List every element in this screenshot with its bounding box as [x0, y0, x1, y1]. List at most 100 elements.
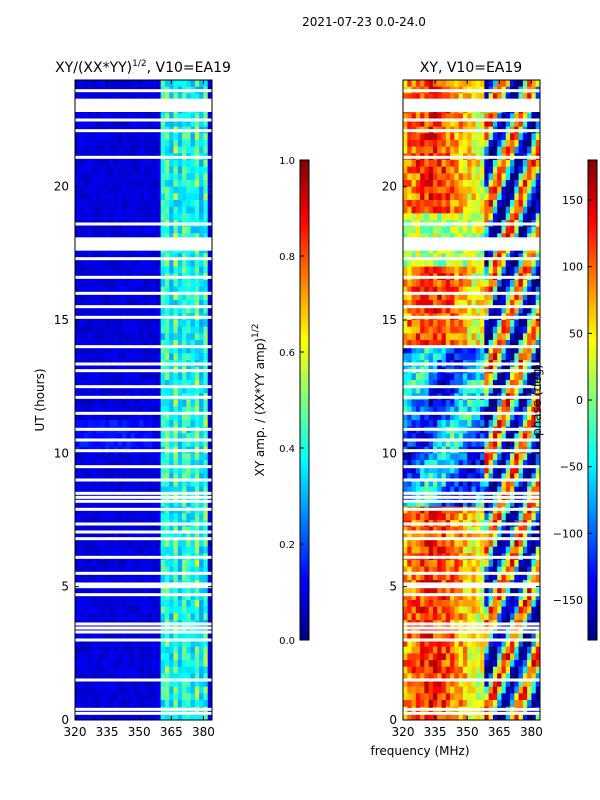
amplitude-cell [134, 666, 140, 674]
amplitude-cell [83, 480, 89, 487]
amplitude-cell [186, 400, 191, 407]
amplitude-cell [173, 420, 179, 427]
amplitude-cell [152, 206, 157, 214]
amplitude-cell [87, 260, 93, 267]
amplitude-cell [147, 700, 153, 707]
amplitude-cell [152, 593, 157, 601]
amplitude-cell [169, 173, 174, 181]
amplitude-cell [83, 166, 89, 174]
amplitude-cell [83, 646, 89, 654]
amplitude-cell [199, 213, 204, 221]
amplitude-cell [96, 173, 101, 181]
phase-cell [424, 186, 429, 194]
phase-cell [454, 286, 459, 294]
amplitude-cell [92, 680, 97, 687]
amplitude-cell [190, 386, 196, 394]
phase-cell [424, 333, 429, 341]
amplitude-cell [134, 333, 140, 341]
amplitude-cell [96, 700, 101, 707]
amplitude-cell [177, 440, 183, 447]
amplitude-cell [122, 586, 127, 594]
phase-cell [437, 113, 442, 121]
amplitude-cell [79, 213, 84, 221]
amplitude-cell [87, 560, 93, 567]
phase-cell [480, 353, 485, 361]
phase-cell [420, 193, 425, 201]
phase-cell [445, 420, 451, 427]
amplitude-cell [207, 253, 213, 261]
phase-cell [471, 206, 477, 214]
amplitude-cell [134, 526, 140, 534]
amplitude-cell [96, 560, 101, 567]
amplitude-cell [92, 513, 97, 521]
amplitude-cell [134, 200, 140, 207]
amplitude-cell [83, 146, 89, 154]
amplitude-cell [113, 280, 119, 287]
phase-cell [501, 400, 507, 407]
amplitude-cell [75, 386, 80, 394]
flagged-row [75, 369, 212, 373]
phase-cell [437, 186, 442, 194]
amplitude-cell [152, 373, 157, 381]
phase-cell [407, 133, 412, 141]
phase-cell [467, 146, 472, 154]
amplitude-cell [186, 253, 191, 261]
phase-cell [488, 233, 494, 241]
amplitude-cell [79, 600, 84, 607]
amplitude-cell [156, 140, 161, 147]
amplitude-cell [83, 353, 89, 361]
amplitude-cell [182, 293, 187, 301]
amplitude-cell [117, 293, 123, 301]
amplitude-cell [113, 166, 119, 174]
phase-cell [428, 186, 434, 194]
amplitude-cell [164, 400, 170, 407]
amplitude-cell [203, 386, 209, 394]
phase-cell [467, 346, 472, 354]
amplitude-cell [126, 713, 131, 721]
phase-cell [432, 113, 438, 121]
phase-cell [445, 233, 451, 241]
amplitude-cell [182, 140, 187, 147]
amplitude-cell [122, 133, 127, 141]
amplitude-cell [79, 253, 84, 261]
amplitude-cell [147, 373, 153, 381]
phase-cell [462, 333, 468, 341]
amplitude-cell [104, 440, 110, 447]
amplitude-cell [190, 373, 196, 381]
amplitude-cell [147, 453, 153, 461]
amplitude-cell [96, 480, 101, 487]
amplitude-cell [152, 173, 157, 181]
amplitude-cell [199, 600, 204, 607]
amplitude-cell [139, 120, 144, 127]
phase-cell [441, 400, 447, 407]
phase-cell [471, 226, 477, 234]
amplitude-cell [186, 700, 191, 707]
amplitude-cell [104, 500, 110, 507]
amplitude-cell [126, 586, 131, 594]
phase-cell [450, 433, 455, 441]
amplitude-cell [92, 280, 97, 287]
phase-cell [432, 180, 438, 187]
amplitude-cell [194, 140, 200, 147]
amplitude-cell [113, 160, 119, 167]
phase-cell [531, 120, 537, 127]
amplitude-cell [147, 640, 153, 647]
phase-cell [488, 200, 494, 207]
phase-cell [420, 233, 425, 241]
phase-cell [480, 320, 485, 327]
amplitude-cell [164, 253, 170, 261]
phase-cell [450, 266, 455, 274]
amplitude-cell [126, 680, 131, 687]
amplitude-cell [186, 500, 191, 507]
phase-cell [454, 260, 459, 267]
amplitude-cell [156, 433, 161, 441]
amplitude-cell [117, 253, 123, 261]
phase-cell [471, 213, 477, 221]
amplitude-cell [186, 686, 191, 694]
phase-cell [450, 140, 455, 147]
phase-cell [514, 333, 519, 341]
phase-cell [437, 326, 442, 334]
phase-cell [407, 180, 412, 187]
phase-cell [475, 340, 481, 347]
phase-cell [420, 406, 425, 414]
